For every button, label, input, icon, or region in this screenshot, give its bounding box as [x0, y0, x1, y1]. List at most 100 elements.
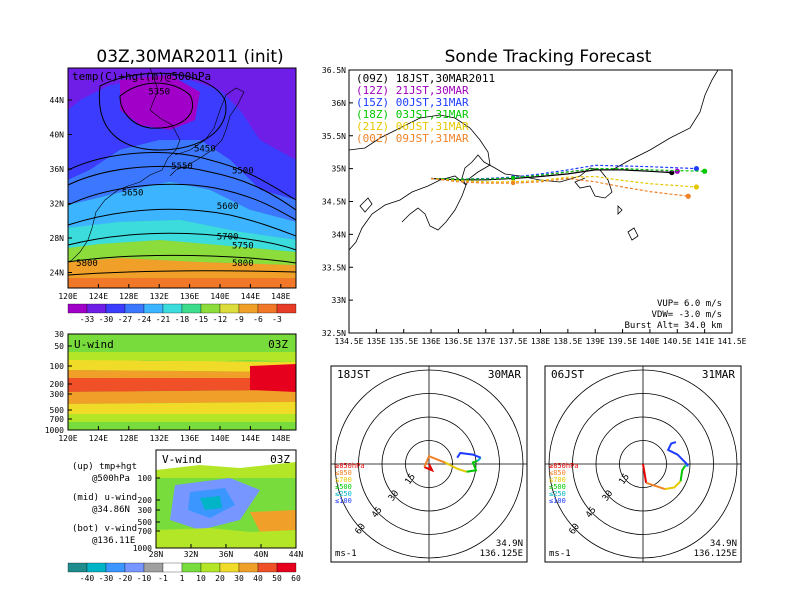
- track-legend-entry: (21Z) 06JST,31MAR: [356, 120, 469, 133]
- lon-tick-label: 138.5E: [553, 337, 582, 346]
- hodograph-lon: 136.125E: [480, 549, 523, 559]
- v-wind-band: [156, 462, 296, 478]
- honshu-coastline: [348, 69, 719, 199]
- colorbar-label: -3: [272, 315, 282, 324]
- colorbar-label: -6: [253, 315, 263, 324]
- contour-label: 5350: [148, 87, 170, 97]
- height-contour: [67, 232, 297, 251]
- track-end-point: [693, 166, 700, 172]
- lon-tick-label: 140E: [210, 292, 229, 301]
- track-end-point: [674, 168, 680, 174]
- u-wind-band: [68, 390, 296, 404]
- track-legend-entry: (00Z) 09JST,31MAR: [356, 132, 469, 145]
- u-wind-time: 03Z: [268, 338, 288, 351]
- wind-colorbar: -40 -30 -20 -10 -1 1 10 20 30 40 50 60: [67, 562, 301, 583]
- colorbar-swatch: [67, 303, 88, 314]
- lat-tick-label: 36N: [50, 165, 65, 174]
- colorbar-swatch: [143, 303, 164, 314]
- kii-peninsula-coastline: [348, 175, 467, 251]
- colorbar-swatch: [105, 303, 126, 314]
- contour-label: 5700: [217, 233, 239, 243]
- colorbar-swatch: [181, 303, 202, 314]
- pressure-tick-label: 50: [54, 342, 64, 351]
- lon-tick-label: 135E: [367, 337, 386, 346]
- param-vdw: VDW= -3.0 m/s: [652, 310, 722, 320]
- colorbar-label: -1: [158, 574, 168, 583]
- colorbar-swatch: [276, 303, 297, 314]
- hodograph-legend-entry: ≥850hPa: [549, 462, 579, 470]
- colorbar-swatch: [124, 303, 145, 314]
- height-contour: [67, 270, 297, 276]
- u-wind-band: [250, 364, 296, 392]
- lat-tick-label: 44N: [50, 96, 65, 105]
- colorbar-label: -10: [137, 574, 152, 583]
- lat-tick-label: 34N: [332, 230, 347, 239]
- hodograph-lon: 136.125E: [694, 549, 737, 559]
- colorbar-label: -33: [80, 315, 95, 324]
- track-mid-point: [511, 175, 516, 180]
- lon-tick-label: 120E: [58, 434, 77, 443]
- lat-tick-label: 44N: [289, 550, 304, 559]
- hodograph-legend-entry: ≤100: [549, 497, 566, 505]
- lon-tick-label: 148E: [271, 292, 290, 301]
- lon-tick-label: 144E: [241, 292, 260, 301]
- pressure-tick-label: 1000: [45, 426, 64, 435]
- height-contour: [67, 254, 297, 264]
- colorbar-swatch: [238, 562, 259, 573]
- height-contour: [98, 72, 227, 151]
- colorbar-swatch: [200, 562, 221, 573]
- left-title: 03Z,30MAR2011 (init): [96, 47, 283, 67]
- colorbar-swatch: [219, 562, 240, 573]
- hodograph-legend-entry: ≤250: [335, 490, 352, 498]
- temperature-band: [68, 68, 296, 160]
- hodograph-lat: 34.9N: [710, 539, 737, 549]
- lat-tick-label: 24N: [50, 269, 65, 278]
- hodograph-segment: [645, 481, 666, 491]
- colorbar-swatch: [276, 562, 297, 573]
- lat-tick-label: 33.5N: [322, 263, 346, 272]
- height-contour: [67, 208, 297, 237]
- lon-tick-label: 140E: [640, 337, 659, 346]
- contour-label: 5750: [232, 241, 254, 251]
- colorbar-swatch: [219, 303, 240, 314]
- lon-tick-label: 132E: [150, 434, 169, 443]
- hodograph-lat: 34.9N: [496, 539, 523, 549]
- colorbar-swatch: [162, 303, 183, 314]
- side-legend: (up) tmp+hgt @500hPa (mid) u-wind @34.86…: [72, 462, 137, 546]
- lat-tick-label: 36N: [219, 550, 234, 559]
- coastline-land: [67, 67, 181, 263]
- lon-tick-label: 139E: [586, 337, 605, 346]
- colorbar-label: -27: [118, 315, 133, 324]
- lon-tick-label: 136E: [180, 434, 199, 443]
- lon-tick-label: 140E: [210, 434, 229, 443]
- lat-tick-label: 36.5N: [322, 66, 346, 75]
- hodograph-legend-entry: ≤700: [549, 476, 566, 484]
- colorbar-swatch: [257, 303, 278, 314]
- colorbar-label: 40: [253, 574, 263, 583]
- colorbar-label: -21: [156, 315, 171, 324]
- temperature-band: [68, 220, 296, 252]
- colorbar-swatch: [124, 562, 145, 573]
- pressure-tick-label: 1000: [133, 544, 152, 553]
- temperature-band: [68, 140, 296, 222]
- hodograph-time: 18JST: [337, 368, 370, 381]
- hodograph-time: 06JST: [551, 368, 584, 381]
- lon-tick-label: 120E: [58, 292, 77, 301]
- lat-tick-label: 32.5N: [322, 329, 346, 338]
- u-wind-band: [68, 352, 296, 362]
- hodograph-segment: [423, 463, 435, 473]
- pressure-tick-label: 100: [50, 362, 65, 371]
- side-legend-line: (mid) u-wind: [72, 493, 137, 503]
- lon-tick-label: 137.5E: [499, 337, 528, 346]
- lat-tick-label: 34.5N: [322, 198, 346, 207]
- lon-tick-label: 138E: [531, 337, 550, 346]
- lat-tick-label: 32N: [50, 200, 65, 209]
- lon-tick-label: 144E: [241, 434, 260, 443]
- side-legend-line: @136.11E: [92, 536, 135, 546]
- pressure-tick-label: 300: [138, 506, 153, 515]
- lon-tick-label: 136.5E: [444, 337, 473, 346]
- hodograph-legend-entry: ≤500: [549, 483, 566, 491]
